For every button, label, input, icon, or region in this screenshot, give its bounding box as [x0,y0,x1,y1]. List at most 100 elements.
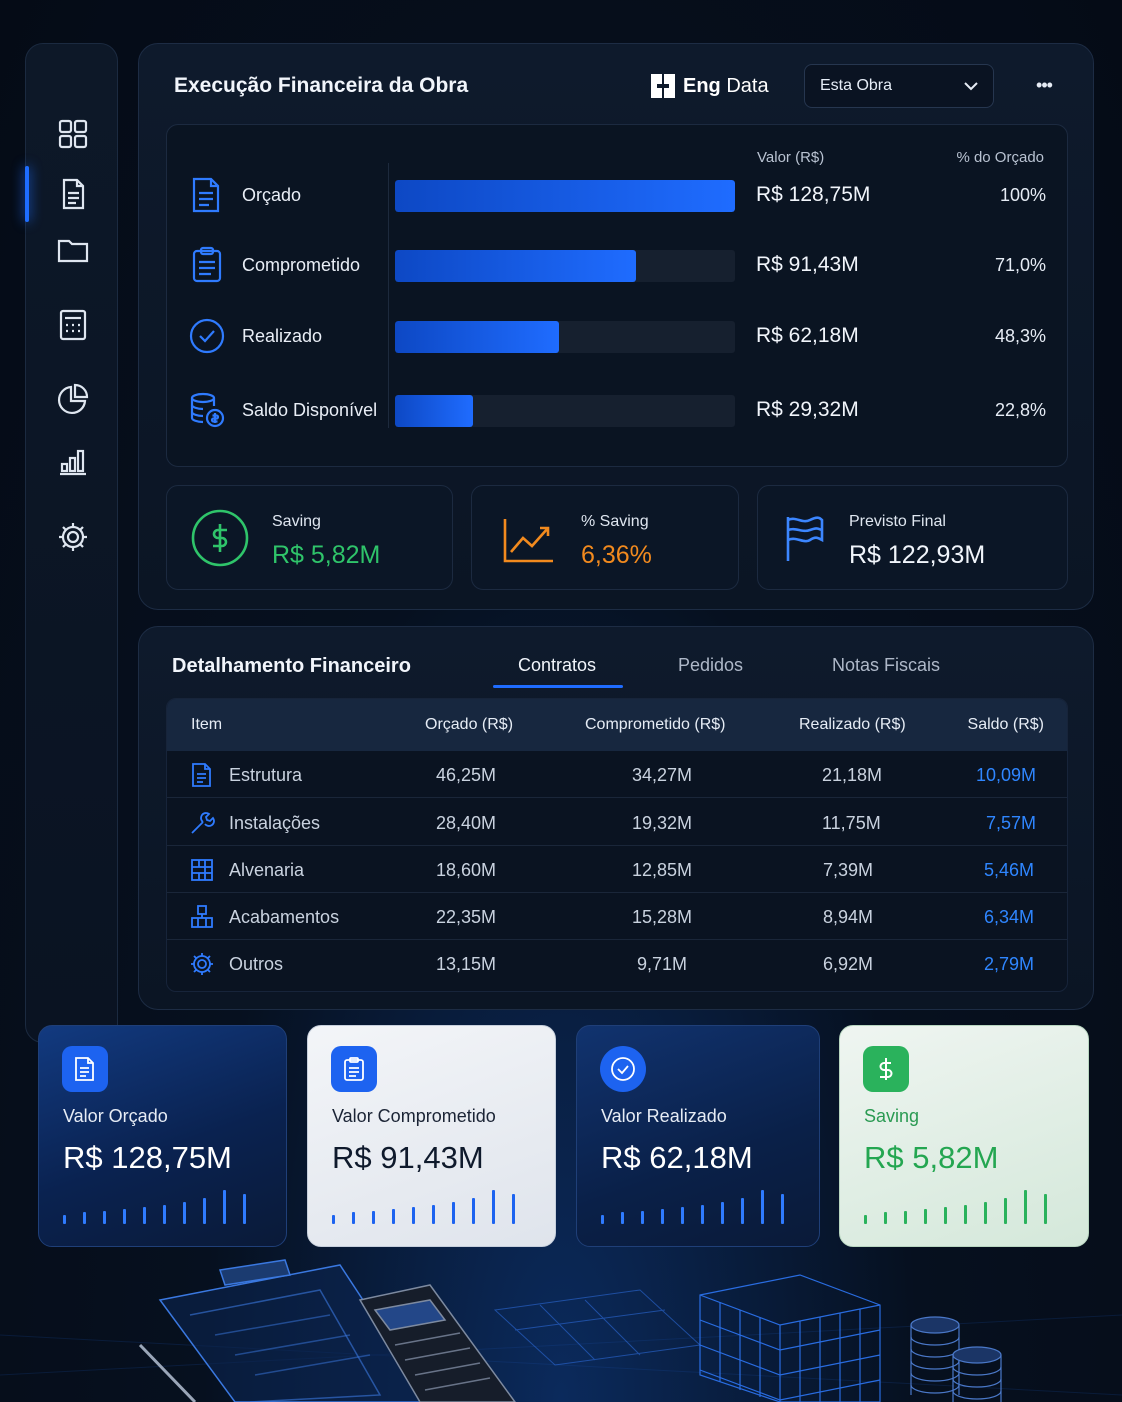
kpi-value: 6,36% [581,541,652,569]
section-title: Detalhamento Financeiro [172,655,411,677]
sparkline-bar [864,1215,867,1224]
cell-orcado: 18,60M [436,860,497,880]
table-row[interactable]: Outros 13,15M 9,71M 6,92M 2,79M [167,940,1067,987]
sparkline-bar [223,1190,226,1224]
sparkline-bar [884,1212,887,1224]
project-select[interactable]: Esta Obra [804,64,994,108]
sidebar-item-settings[interactable] [26,507,119,567]
table-row[interactable]: Acabamentos 22,35M 15,28M 8,94M 6,34M [167,893,1067,940]
sparkline-bar [183,1202,186,1224]
table-row[interactable]: Estrutura 46,25M 34,27M 21,18M 10,09M [167,751,1067,798]
budget-row-pct: 100% [999,185,1046,205]
cell-item: Estrutura [229,765,303,785]
gear-icon [191,953,213,975]
budget-row-label: Realizado [242,326,323,346]
construction-illustration [0,1259,1122,1402]
cell-comprometido: 12,85M [632,860,693,880]
card-label: Valor Orçado [63,1106,168,1126]
sparkline-bar [1004,1198,1007,1224]
card-label: Valor Comprometido [332,1106,496,1126]
calculator-icon [59,309,86,341]
card-valor-realizado[interactable]: Valor Realizado R$ 62,18M [576,1025,820,1247]
budget-row: Comprometido R$ 91,43M 71,0% [167,245,1069,285]
grid-icon [58,119,87,149]
sparkline-bar [781,1194,784,1224]
card-label: Saving [864,1106,920,1126]
sparkline [332,1188,515,1224]
sparkline-bar [332,1215,335,1224]
sidebar-item-dashboard[interactable] [26,104,119,164]
budget-row-value: R$ 62,18M [756,324,859,347]
folder-icon [57,239,88,263]
card-icon-badge [600,1046,646,1092]
card-value: R$ 5,82M [864,1140,999,1175]
sparkline-bar [904,1211,907,1224]
sidebar-item-calculator[interactable] [26,295,119,355]
financial-detail-panel: Detalhamento Financeiro Contratos Pedido… [138,626,1094,1010]
kpi-value: R$ 5,82M [272,541,381,569]
budget-row-label: Comprometido [242,255,361,275]
sidebar-item-folders[interactable] [26,220,119,280]
tab-contratos[interactable]: Contratos [518,655,597,675]
sidebar-item-reports[interactable] [26,369,119,429]
cell-realizado: 6,92M [823,954,874,974]
card-label: Valor Realizado [601,1106,727,1126]
card-saving[interactable]: Saving R$ 5,82M [839,1025,1089,1247]
card-valor-orcado[interactable]: Valor Orçado R$ 128,75M [38,1025,287,1247]
logo-text-light: Data [726,74,769,97]
cell-realizado: 11,75M [822,813,881,833]
document-icon [62,178,84,210]
sparkline-bar [352,1212,355,1224]
table-row[interactable]: Alvenaria 18,60M 12,85M 7,39M 5,46M [167,846,1067,893]
sidebar-item-analytics[interactable] [26,432,119,492]
sparkline-bar [924,1209,927,1224]
kpi-saving-pct: % Saving 6,36% [471,485,739,590]
sparkline-bar [123,1209,126,1224]
col-header-comprometido: Comprometido (R$) [585,716,726,733]
kpi-value: R$ 122,93M [849,541,986,569]
tab-pedidos[interactable]: Pedidos [678,655,744,675]
budget-bar-fill [395,180,735,212]
sparkline-bar [601,1215,604,1224]
more-options-button[interactable]: ••• [1029,72,1059,98]
cell-realizado: 21,18M [822,765,883,785]
budget-row-label: Orçado [242,185,302,205]
cell-realizado: 7,39M [823,860,874,880]
kpi-label: % Saving [581,513,649,530]
table-row[interactable]: Instalações 28,40M 19,32M 11,75M 7,57M [167,799,1067,846]
cell-orcado: 46,25M [436,765,497,785]
sparkline-bar [372,1211,375,1224]
financial-execution-panel: Execução Financeira da Obra Eng Data Est… [138,43,1094,610]
sparkline-bar [472,1198,475,1224]
cell-item: Alvenaria [229,860,305,880]
budget-row-pct: 48,3% [994,326,1046,346]
divider [388,163,389,428]
check-circle-icon [611,1057,635,1081]
sidebar [25,43,118,1043]
page-title: Execução Financeira da Obra [174,74,469,97]
sparkline-bar [741,1198,744,1224]
sparkline-bar [83,1212,86,1224]
paint-icon [191,905,213,928]
wrench-icon [191,812,215,834]
cell-saldo: 2,79M [983,954,1034,974]
bar-chart-icon [59,449,86,476]
tab-notas-fiscais[interactable]: Notas Fiscais [832,655,941,675]
card-valor-comprometido[interactable]: Valor Comprometido R$ 91,43M [307,1025,556,1247]
budget-row-value: R$ 91,43M [756,253,859,276]
sparkline-bar [984,1202,987,1224]
sparkline-bar [701,1205,704,1224]
col-header-saldo: Saldo (R$) [967,716,1044,733]
sidebar-item-documents[interactable] [26,164,119,224]
sparkline-bar [721,1202,724,1224]
kpi-label: Previsto Final [849,513,946,530]
gear-icon [58,523,87,551]
cell-item: Instalações [229,813,321,833]
col-header-item: Item [191,716,223,733]
sparkline-bar [203,1198,206,1224]
detail-table: Item Orçado (R$) Comprometido (R$) Reali… [166,698,1068,992]
sparkline [864,1188,1047,1224]
sparkline-bar [641,1211,644,1224]
col-header-realizado: Realizado (R$) [799,716,906,733]
cell-saldo: 7,57M [985,813,1036,833]
